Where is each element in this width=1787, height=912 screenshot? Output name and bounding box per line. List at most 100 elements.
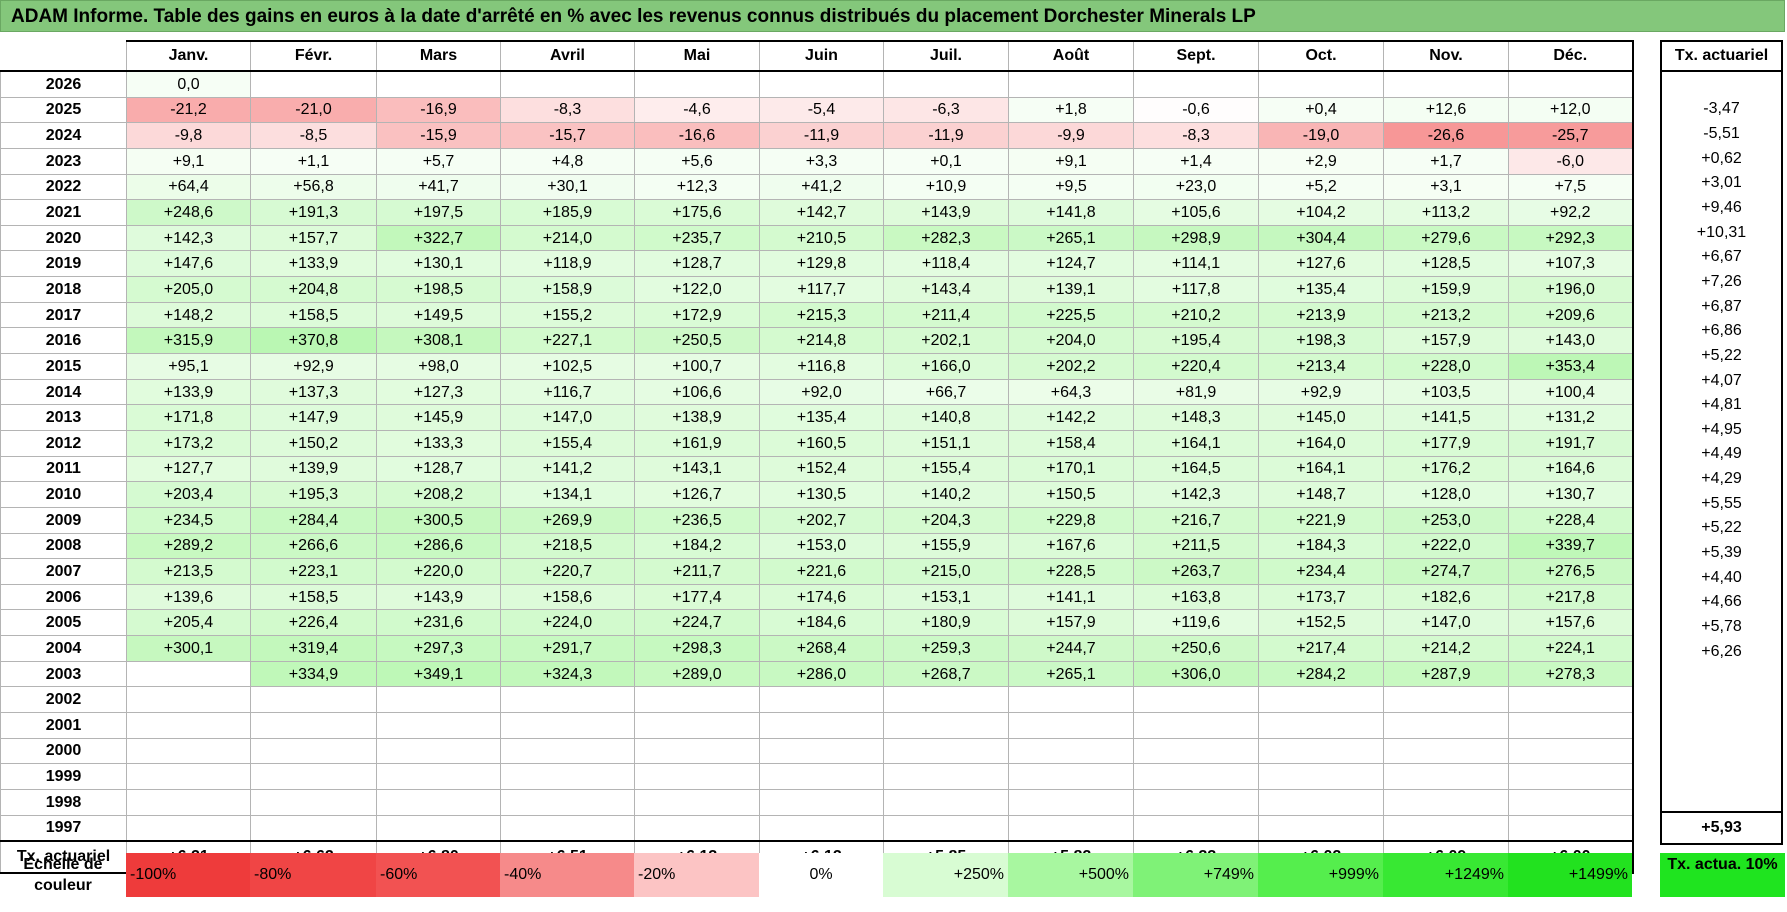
- gain-cell: +204,3: [883, 506, 1009, 534]
- gain-cell: [1133, 788, 1259, 816]
- gain-cell: [1508, 737, 1633, 765]
- gain-cell: +315,9: [126, 327, 251, 355]
- gain-cell: +244,7: [1008, 635, 1134, 662]
- gain-cell: +324,3: [500, 660, 635, 688]
- gain-cell: [759, 70, 884, 98]
- gain-cell: [500, 763, 635, 790]
- gain-cell: +211,7: [634, 558, 760, 585]
- gain-cell: [1258, 788, 1384, 816]
- gain-cell: +197,5: [376, 199, 501, 226]
- gain-cell: +353,4: [1508, 353, 1633, 380]
- gain-cell: -8,3: [500, 96, 635, 124]
- month-header: Févr.: [250, 40, 377, 72]
- gain-cell: +98,0: [376, 353, 501, 380]
- gain-cell: +177,9: [1383, 429, 1509, 457]
- gain-cell: +152,5: [1258, 609, 1384, 637]
- gain-cell: -8,3: [1133, 122, 1259, 149]
- gain-cell: +158,5: [250, 301, 377, 329]
- gain-cell: [883, 686, 1009, 714]
- gain-cell: +204,8: [250, 276, 377, 303]
- gain-cell: +173,2: [126, 429, 251, 457]
- gain-cell: +213,4: [1258, 353, 1384, 380]
- gain-cell: +157,9: [1383, 327, 1509, 355]
- gain-cell: [1383, 763, 1509, 790]
- side-rate-cell: +7,26: [1701, 272, 1742, 290]
- gain-cell: +150,5: [1008, 481, 1134, 508]
- gain-cell: +5,7: [376, 147, 501, 175]
- gain-cell: +118,9: [500, 250, 635, 278]
- side-rate-cell: [1661, 787, 1782, 813]
- gain-cell: -15,9: [376, 122, 501, 149]
- gain-cell: -16,9: [376, 96, 501, 124]
- gain-cell: [1008, 712, 1134, 739]
- gain-cell: +224,1: [1508, 635, 1633, 662]
- gain-cell: +269,9: [500, 506, 635, 534]
- gain-cell: +298,9: [1133, 224, 1259, 252]
- gain-cell: +223,1: [250, 558, 377, 585]
- gain-cell: +170,1: [1008, 455, 1134, 483]
- gain-cell: +235,7: [634, 224, 760, 252]
- gain-cell: [250, 737, 377, 765]
- gain-cell: +184,6: [759, 609, 884, 637]
- side-rate-cell: +5,22: [1701, 519, 1742, 537]
- gain-cell: +143,9: [376, 583, 501, 611]
- gain-cell: [250, 686, 377, 714]
- gain-cell: +228,0: [1383, 353, 1509, 380]
- year-label: 2017: [0, 301, 127, 329]
- year-label: 2012: [0, 429, 127, 457]
- gain-cell: +143,4: [883, 276, 1009, 303]
- year-row: 2002: [0, 686, 1633, 714]
- gain-cell: +174,6: [759, 583, 884, 611]
- gain-cell: +286,0: [759, 660, 884, 688]
- year-label: 2000: [0, 737, 127, 765]
- gain-cell: +147,6: [126, 250, 251, 278]
- month-header: Déc.: [1508, 40, 1633, 72]
- year-label: 2001: [0, 712, 127, 739]
- year-label: 2018: [0, 276, 127, 303]
- gain-cell: +1,7: [1383, 147, 1509, 175]
- gain-cell: +155,2: [500, 301, 635, 329]
- gain-cell: +133,9: [126, 378, 251, 406]
- gain-cell: +210,2: [1133, 301, 1259, 329]
- gain-cell: +134,1: [500, 481, 635, 508]
- gain-cell: +124,7: [1008, 250, 1134, 278]
- gain-cell: +198,3: [1258, 327, 1384, 355]
- gain-cell: +228,4: [1508, 506, 1633, 534]
- gain-cell: +204,0: [1008, 327, 1134, 355]
- year-row: 2004 +300,1 +319,4 +297,3 +291,7 +298,3 +268,4…: [0, 635, 1633, 662]
- year-row: 2020 +142,3 +157,7 +322,7 +214,0 +235,7 +210,5…: [0, 224, 1633, 252]
- gain-cell: +2,9: [1258, 147, 1384, 175]
- year-label: 2009: [0, 506, 127, 534]
- gain-cell: +138,9: [634, 404, 760, 431]
- gain-cell: [250, 712, 377, 739]
- gain-cell: +12,6: [1383, 96, 1509, 124]
- gain-cell: -19,0: [1258, 122, 1384, 149]
- gain-cell: +56,8: [250, 173, 377, 201]
- gain-cell: +279,6: [1383, 224, 1509, 252]
- side-rate-cell: +4,40: [1701, 568, 1742, 586]
- color-scale-label: Echelle de couleur: [23, 856, 103, 894]
- year-label: 2024: [0, 122, 127, 149]
- gain-cell: +221,9: [1258, 506, 1384, 534]
- gain-cell: +66,7: [883, 378, 1009, 406]
- gain-cell: +210,5: [759, 224, 884, 252]
- gain-cell: -21,0: [250, 96, 377, 124]
- year-row: 2001: [0, 712, 1633, 739]
- gain-cell: -6,3: [883, 96, 1009, 124]
- gain-cell: [883, 788, 1009, 816]
- color-scale-cell: +500%: [1008, 853, 1133, 897]
- gain-cell: +143,1: [634, 455, 760, 483]
- gain-cell: +217,8: [1508, 583, 1633, 611]
- gain-cell: +148,2: [126, 301, 251, 329]
- gain-cell: +114,1: [1133, 250, 1259, 278]
- gain-cell: +3,3: [759, 147, 884, 175]
- gain-cell: +3,1: [1383, 173, 1509, 201]
- gain-cell: +218,5: [500, 532, 635, 560]
- gain-cell: +234,5: [126, 506, 251, 534]
- gain-cell: +184,3: [1258, 532, 1384, 560]
- year-label: 1999: [0, 763, 127, 790]
- gain-cell: +276,5: [1508, 558, 1633, 585]
- color-scale-cell: +1249%: [1383, 853, 1508, 897]
- year-row: 2014 +133,9 +137,3 +127,3 +116,7 +106,6 +92,0 +…: [0, 378, 1633, 406]
- gain-cell: +322,7: [376, 224, 501, 252]
